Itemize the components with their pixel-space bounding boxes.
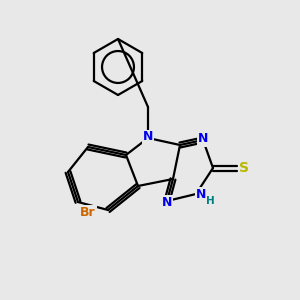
Text: N: N [198, 133, 208, 146]
Text: N: N [196, 188, 206, 200]
Text: N: N [143, 130, 153, 143]
Text: Br: Br [80, 206, 96, 218]
Text: S: S [239, 161, 249, 175]
Text: N: N [162, 196, 172, 208]
Text: H: H [206, 196, 214, 206]
